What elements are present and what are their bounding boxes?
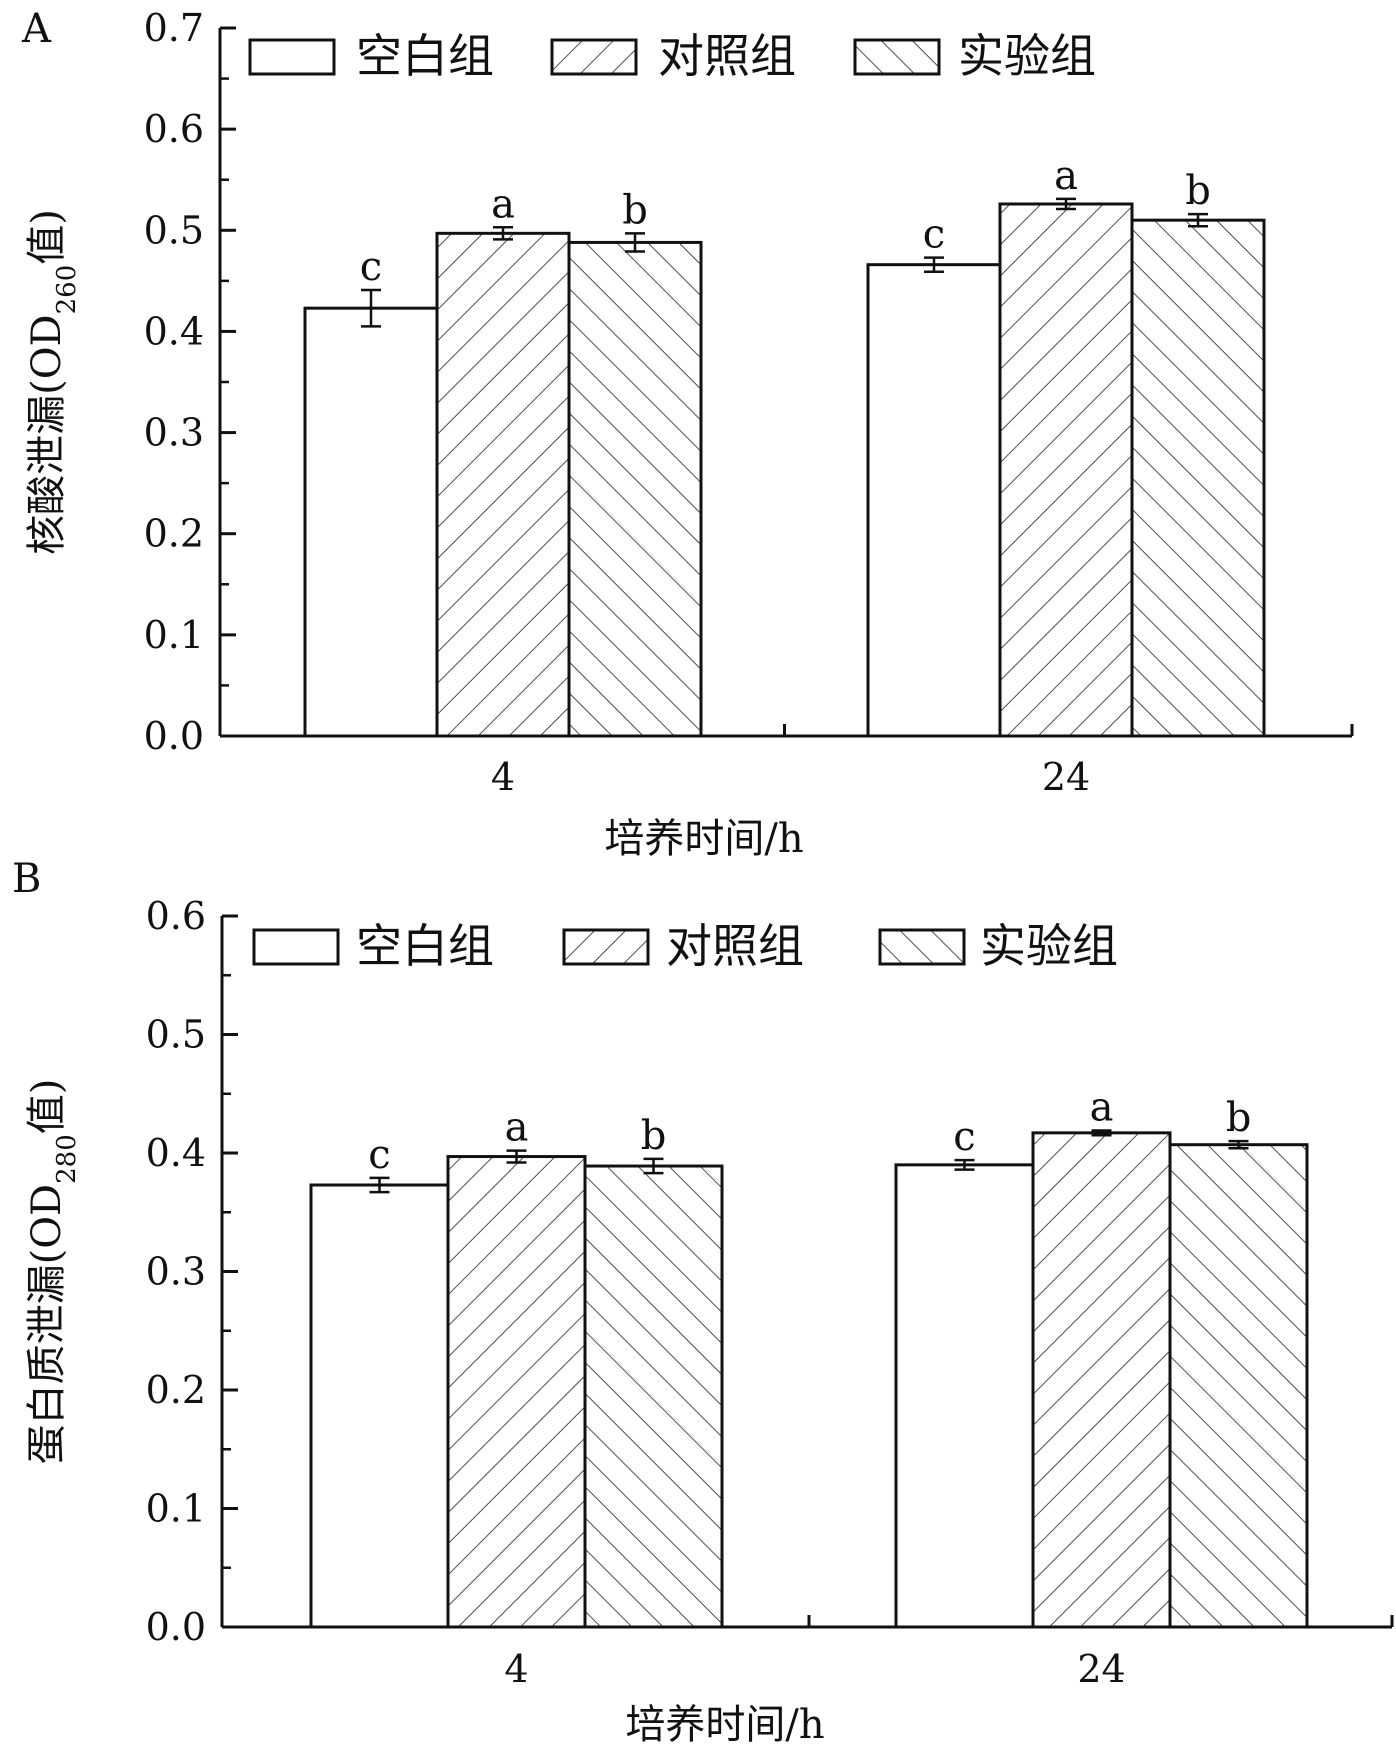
- bar: [894, 1163, 1035, 1629]
- significance-letter: a: [505, 1105, 529, 1151]
- significance-letter: a: [491, 181, 515, 227]
- bar: [435, 231, 571, 738]
- legend-swatch: [853, 38, 941, 76]
- legend-label: 实验组: [958, 29, 1096, 83]
- y-axis-title: 核酸泄漏(OD260值): [24, 209, 82, 555]
- x-axis-title: 培养时间/h: [604, 816, 803, 862]
- significance-letter: b: [641, 1113, 667, 1159]
- bar: [583, 1164, 724, 1629]
- bar: [567, 240, 703, 738]
- y-tick-label: 0.5: [146, 1013, 206, 1057]
- y-axis-title-main: 核酸泄漏(OD: [24, 314, 70, 554]
- legend-label: 对照组: [658, 29, 796, 83]
- legend-swatch: [562, 928, 650, 966]
- y-tick-label: 0.3: [146, 1250, 206, 1294]
- y-axis-title-tail: 值): [24, 209, 70, 265]
- significance-letter: b: [1226, 1095, 1252, 1141]
- panel-b: B 0.0 0.1 0.2 0.3 0.4 0.5 0.6 c a b 4 c a b 24 培养时间/h 蛋白质…: [12, 856, 1394, 1748]
- legend-swatch: [550, 38, 638, 76]
- x-tick-label: 4: [504, 1647, 528, 1691]
- y-axis-title-tail: 值): [24, 1079, 70, 1135]
- bar: [309, 1183, 450, 1629]
- panel-label: A: [21, 6, 52, 52]
- y-tick-label: 0.6: [144, 107, 204, 151]
- panel-a: A 0.0 0.1 0.2 0.3 0.4 0.5 0.6 0.7 c a b 4 c a b 24 培养时间/h…: [21, 6, 1354, 862]
- legend-label: 空白组: [356, 919, 494, 973]
- bar: [303, 306, 439, 738]
- x-tick-label: 24: [1077, 1647, 1125, 1691]
- bar: [1168, 1143, 1309, 1629]
- x-axis-title: 培养时间/h: [625, 1702, 824, 1748]
- y-tick-label: 0.0: [146, 1605, 206, 1649]
- legend-label: 实验组: [980, 919, 1118, 973]
- x-tick-label: 24: [1042, 755, 1090, 799]
- significance-letter: a: [1090, 1084, 1114, 1130]
- y-tick-label: 0.0: [144, 714, 204, 758]
- x-tick-label: 4: [491, 755, 515, 799]
- significance-letter: a: [1054, 153, 1078, 199]
- y-tick-label: 0.7: [144, 6, 204, 50]
- y-tick-label: 0.4: [146, 1131, 206, 1175]
- bar: [446, 1155, 587, 1629]
- bar: [866, 263, 1002, 738]
- y-tick-label: 0.1: [146, 1487, 206, 1531]
- legend-label: 对照组: [666, 919, 804, 973]
- bar: [1031, 1131, 1172, 1629]
- bar: [998, 202, 1134, 738]
- y-axis-title: 蛋白质泄漏(OD280值): [24, 1079, 82, 1465]
- y-axis-title-subscript: 280: [52, 1134, 82, 1184]
- significance-letter: b: [622, 187, 648, 233]
- legend-swatch: [252, 928, 340, 966]
- bar: [1130, 218, 1266, 738]
- y-axis-title-subscript: 260: [52, 265, 82, 315]
- significance-letter: c: [953, 1114, 975, 1160]
- y-tick-label: 0.3: [144, 411, 204, 455]
- significance-letter: c: [368, 1132, 390, 1178]
- y-tick-label: 0.6: [146, 894, 206, 938]
- significance-letter: b: [1185, 168, 1211, 214]
- y-tick-label: 0.4: [144, 309, 204, 353]
- panel-label: B: [12, 856, 41, 902]
- legend-swatch: [248, 38, 336, 76]
- y-tick-label: 0.2: [146, 1368, 206, 1412]
- y-tick-label: 0.2: [144, 512, 204, 556]
- significance-letter: c: [923, 212, 945, 258]
- y-tick-label: 0.5: [144, 208, 204, 252]
- legend-label: 空白组: [356, 29, 494, 83]
- significance-letter: c: [360, 244, 382, 290]
- legend-swatch: [878, 928, 966, 966]
- y-axis-title-main: 蛋白质泄漏(OD: [24, 1184, 70, 1464]
- y-tick-label: 0.1: [144, 613, 204, 657]
